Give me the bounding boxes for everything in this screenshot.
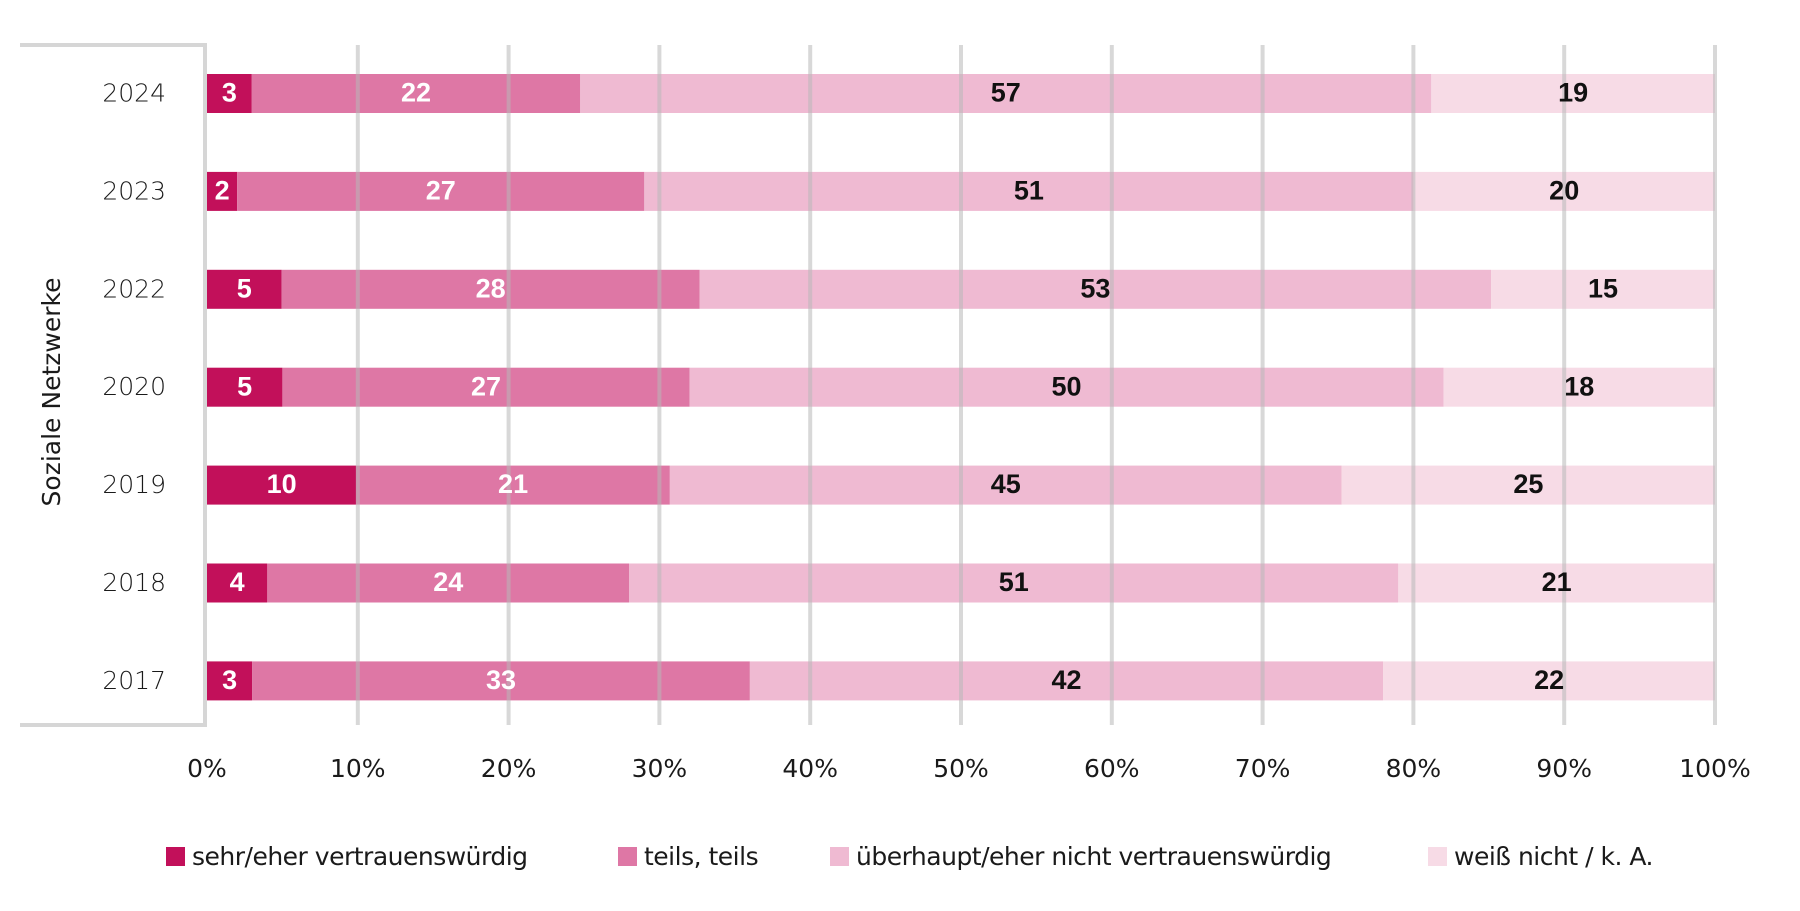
data-label: 27 <box>426 176 456 206</box>
data-label: 28 <box>476 273 506 303</box>
bar-segment <box>207 171 238 211</box>
data-label: 51 <box>999 567 1029 597</box>
bar-segment <box>669 465 1342 505</box>
legend-label: weiß nicht / k. A. <box>1454 841 1653 871</box>
legend-label: sehr/eher vertrauenswürdig <box>192 841 528 871</box>
category-label: 2024 <box>102 79 166 108</box>
x-tick-labels-layer: 0% 10% 20% 30% 40% 50% 60% 70% 80% 90% 100% <box>187 754 1751 783</box>
legend-item: überhaupt/eher nicht vertrauenswürdig <box>830 838 1332 874</box>
category-label: 2020 <box>102 372 166 401</box>
legend-item: teils, teils <box>618 838 759 874</box>
bar-segment <box>207 269 282 309</box>
x-tick-label: 20% <box>481 754 537 783</box>
bar-segment <box>207 661 253 701</box>
category-labels-layer: 2024 2023 2022 2020 2019 2018 2017 <box>102 79 166 695</box>
x-tick-label: 60% <box>1084 754 1140 783</box>
x-tick-label: 30% <box>632 754 688 783</box>
legend-label: teils, teils <box>644 841 759 871</box>
legend-swatch <box>618 846 637 866</box>
x-tick-label: 80% <box>1386 754 1442 783</box>
bar-segment <box>699 269 1492 309</box>
x-tick-label: 90% <box>1536 754 1592 783</box>
bar-segment <box>281 269 700 309</box>
bar-segment <box>252 661 750 701</box>
category-label: 2022 <box>102 274 166 303</box>
bar-segment <box>207 74 252 113</box>
bar-segment <box>580 74 1432 113</box>
bar-segment <box>1491 269 1715 309</box>
bar-segment <box>207 465 357 505</box>
category-label: 2017 <box>102 666 166 695</box>
data-label: 22 <box>1534 665 1564 695</box>
x-tick-label: 40% <box>782 754 838 783</box>
data-label: 53 <box>1080 273 1110 303</box>
x-tick-label: 70% <box>1235 754 1291 783</box>
bar-segment <box>1398 563 1715 603</box>
x-tick-label: 100% <box>1679 754 1750 783</box>
data-label: 22 <box>401 78 431 108</box>
category-label: 2019 <box>102 470 166 499</box>
data-label: 33 <box>486 665 516 695</box>
legend-item: weiß nicht / k. A. <box>1428 838 1653 874</box>
data-label: 18 <box>1564 371 1594 401</box>
data-label: 3 <box>222 665 237 695</box>
data-label: 19 <box>1558 78 1588 108</box>
data-label: 21 <box>1542 567 1572 597</box>
bar-segment <box>267 563 630 603</box>
legend-swatch <box>166 846 185 866</box>
data-label: 24 <box>433 567 463 597</box>
data-label: 25 <box>1513 469 1543 499</box>
axis-frame <box>20 43 207 727</box>
bar-segment <box>629 563 1399 603</box>
category-label: 2018 <box>102 568 166 597</box>
data-label: 10 <box>267 469 297 499</box>
y-axis-title: Soziale Netzwerke <box>37 278 66 507</box>
bar-segment <box>644 171 1414 211</box>
bar-segment <box>237 171 645 211</box>
data-label: 45 <box>991 469 1021 499</box>
category-label: 2023 <box>102 176 166 205</box>
bar-segment <box>356 465 670 505</box>
legend-swatch <box>830 846 849 866</box>
data-label: 2 <box>215 176 230 206</box>
data-label: 15 <box>1588 273 1618 303</box>
data-label: 20 <box>1549 176 1579 206</box>
data-label: 51 <box>1014 176 1044 206</box>
bars-layer <box>207 74 1715 701</box>
data-label: 3 <box>222 78 237 108</box>
bar-segment <box>207 367 283 407</box>
legend: sehr/eher vertrauenswürdig teils, teils üb… <box>0 838 1800 874</box>
data-label: 4 <box>230 567 245 597</box>
bar-segment <box>251 74 581 113</box>
bar-segment <box>689 367 1444 407</box>
x-tick-label: 50% <box>933 754 989 783</box>
bar-segment <box>1341 465 1715 505</box>
bar-segment <box>1443 367 1715 407</box>
data-label: 21 <box>498 469 528 499</box>
legend-item: sehr/eher vertrauenswürdig <box>166 838 528 874</box>
bar-segment <box>1383 661 1715 701</box>
data-label: 5 <box>237 371 252 401</box>
bar-segment <box>282 367 690 407</box>
legend-swatch <box>1428 846 1447 866</box>
x-tick-label: 0% <box>187 754 227 783</box>
data-label: 57 <box>991 78 1021 108</box>
data-label: 50 <box>1052 371 1082 401</box>
bar-segment <box>749 661 1384 701</box>
legend-label: überhaupt/eher nicht vertrauenswürdig <box>856 841 1332 871</box>
gridlines-layer <box>355 45 1717 725</box>
bar-segment <box>207 563 268 603</box>
bar-segment <box>1431 74 1715 113</box>
x-tick-label: 10% <box>330 754 386 783</box>
data-label: 42 <box>1052 665 1082 695</box>
data-label: 5 <box>237 273 252 303</box>
data-label: 27 <box>471 371 501 401</box>
